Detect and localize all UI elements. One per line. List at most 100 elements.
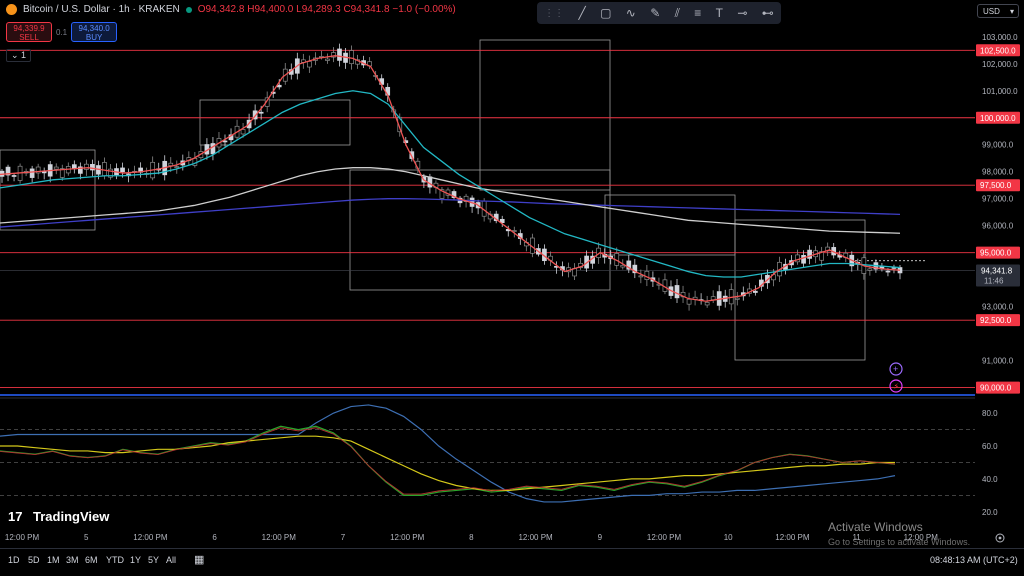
price-tick-label: 91,000.0 xyxy=(982,357,1014,366)
sell-button[interactable]: 94,339.9 SELL xyxy=(6,22,52,42)
price-axis[interactable]: 103,000.0 102,000.0 101,000.0 99,000.0 98,00… xyxy=(975,26,1024,396)
timeframe-all[interactable]: All xyxy=(166,555,177,565)
time-tick-label: 10 xyxy=(724,533,733,542)
moving-averages xyxy=(0,55,901,302)
candle-body xyxy=(795,254,800,263)
ohlc-values: O94,342.8 H94,400.0 L94,289.3 C94,341.8 … xyxy=(198,4,456,15)
settings-gear-icon[interactable] xyxy=(995,533,1005,543)
candle-body xyxy=(35,166,41,174)
currency-select[interactable]: USD xyxy=(977,4,1019,19)
price-level-label: 100,000.0 xyxy=(980,114,1016,123)
tradingview-logo: 17 TradingView xyxy=(8,509,110,524)
open-value: O94,342.8 xyxy=(197,4,245,15)
horizontal-ray-icon[interactable]: ⊷ xyxy=(761,6,774,20)
horizontal-line-icon[interactable]: ⊸ xyxy=(737,6,748,20)
price-level-badge xyxy=(976,179,1020,192)
timeframe-1y[interactable]: 1Y xyxy=(130,555,142,565)
drawing-toolbar: ⋮⋮ ╱ ▢ ∿ ✎ ⫽ ≡ T ⊸ ⊷ xyxy=(537,2,781,24)
candle-body xyxy=(174,166,180,169)
path-icon[interactable]: ∿ xyxy=(625,6,636,20)
windows-watermark-title: Activate Windows xyxy=(828,520,923,534)
candle-body xyxy=(397,116,403,133)
timeframe-ytd[interactable]: YTD xyxy=(106,555,124,565)
candle-body xyxy=(427,176,433,188)
candle-body xyxy=(331,52,336,58)
candle-body xyxy=(168,162,174,167)
price-level-label: 95,000.0 xyxy=(980,249,1012,258)
symbol-header[interactable]: Bitcoin / U.S. Dollar · 1h · KRAKEN O94,… xyxy=(6,4,456,15)
time-tick-label: 5 xyxy=(84,533,89,542)
calendar-icon[interactable]: ▦ xyxy=(194,554,205,566)
timeframe-3m[interactable]: 3M xyxy=(66,555,79,565)
candle-body xyxy=(11,175,17,177)
osc-tick-label: 20.0 xyxy=(982,508,998,517)
buy-button[interactable]: 94,340.0 BUY xyxy=(71,22,118,42)
bottom-toolbar: 1D 5D 1M 3M 6M YTD 1Y 5Y All ▦ 08:48:13 … xyxy=(0,548,1024,573)
candle-body xyxy=(84,163,89,170)
price-tick-label: 99,000.0 xyxy=(982,141,1014,150)
candle-body xyxy=(59,168,65,178)
parallel-channel-icon[interactable]: ⫽ xyxy=(674,5,680,20)
session-boxes xyxy=(0,39,866,361)
session-box xyxy=(0,149,96,231)
fib-retracement-icon[interactable]: ≡ xyxy=(694,6,702,20)
rectangle-icon[interactable]: ▢ xyxy=(600,6,612,20)
trendline-icon[interactable]: ╱ xyxy=(578,6,586,20)
candle-body xyxy=(210,143,216,155)
change-value: −1.0 (−0.00%) xyxy=(392,4,456,15)
price-tick-label: 93,000.0 xyxy=(982,303,1014,312)
ma-mid-line xyxy=(0,90,901,278)
timeframe-6m[interactable]: 6M xyxy=(85,555,98,565)
brush-icon[interactable]: ✎ xyxy=(650,6,661,20)
candle-body xyxy=(120,167,125,173)
add-alert-icon[interactable]: + xyxy=(889,362,903,376)
price-level-badge xyxy=(976,381,1020,394)
candle-body xyxy=(626,260,632,270)
last-price-label: 94,341.8 xyxy=(981,266,1013,275)
time-axis[interactable]: 12:00 PM 5 12:00 PM 6 12:00 PM 7 12:00 PM 8 12:0… xyxy=(5,533,938,542)
price-level-label: 97,500.0 xyxy=(980,181,1012,190)
candle-body xyxy=(463,195,469,202)
timeframe-5d[interactable]: 5D xyxy=(28,555,40,565)
symbol-title[interactable]: Bitcoin / U.S. Dollar · 1h · KRAKEN xyxy=(23,4,180,15)
grip-icon[interactable]: ⋮⋮ xyxy=(544,7,565,19)
osc-blue-line xyxy=(0,404,896,503)
price-tick-label: 97,000.0 xyxy=(982,195,1014,204)
svg-text:+: + xyxy=(893,364,898,374)
candle-body xyxy=(819,251,825,261)
ma-fast-line xyxy=(0,55,901,302)
session-box xyxy=(199,99,351,146)
time-tick-label: 12:00 PM xyxy=(647,533,682,542)
close-value: C94,341.8 xyxy=(343,4,390,15)
price-level-label: 92,500.0 xyxy=(980,316,1012,325)
bitcoin-icon xyxy=(6,4,17,15)
price-tick-label: 98,000.0 xyxy=(982,168,1014,177)
osc-red-line xyxy=(0,427,896,495)
candle-body xyxy=(337,48,342,61)
time-tick-label: 12:00 PM xyxy=(904,533,939,542)
price-tick-label: 102,000.0 xyxy=(982,60,1018,69)
trade-panel: 94,339.9 SELL 0.1 94,340.0 BUY xyxy=(6,22,118,42)
lightning-icon[interactable]: ⚡ xyxy=(889,379,903,393)
time-tick-label: 9 xyxy=(598,533,603,542)
clock[interactable]: 08:48:13 AM (UTC+2) xyxy=(930,555,1018,565)
text-icon[interactable]: T xyxy=(715,6,723,20)
timeframe-1d[interactable]: 1D xyxy=(8,555,20,565)
price-level-badge xyxy=(976,246,1020,259)
candle-body xyxy=(240,129,246,135)
high-value: H94,400.0 xyxy=(247,4,294,15)
time-tick-label: 7 xyxy=(341,533,346,542)
timeframe-1m[interactable]: 1M xyxy=(47,555,60,565)
osc-tick-label: 60.0 xyxy=(982,442,998,451)
session-box xyxy=(479,39,611,191)
candle-body xyxy=(686,298,692,305)
collapse-indicators-button[interactable]: ⌄ 1 xyxy=(6,49,32,62)
candle-body xyxy=(867,268,873,271)
timeframe-5y[interactable]: 5Y xyxy=(148,555,160,565)
osc-tick-label: 80.0 xyxy=(982,409,998,418)
svg-text:TradingView: TradingView xyxy=(33,509,110,524)
price-tick-label: 96,000.0 xyxy=(982,222,1014,231)
time-tick-label: 12:00 PM xyxy=(262,533,297,542)
time-tick-label: 12:00 PM xyxy=(5,533,40,542)
